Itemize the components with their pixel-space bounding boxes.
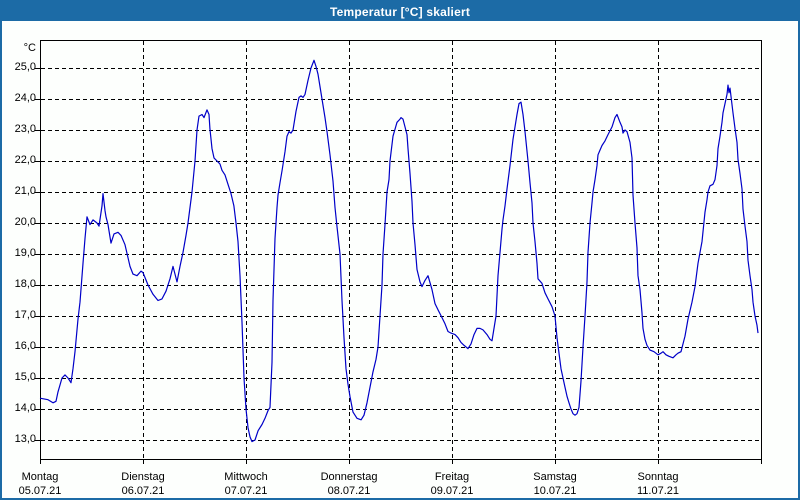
y-tick-label: 22,0 bbox=[14, 154, 36, 166]
y-tick-label: 24,0 bbox=[14, 92, 36, 104]
day-name-label: Mittwoch bbox=[224, 471, 268, 483]
day-date-label: 07.07.21 bbox=[224, 485, 268, 497]
day-date-label: 05.07.21 bbox=[18, 485, 62, 497]
day-name-label: Freitag bbox=[434, 471, 470, 483]
day-name-label: Dienstag bbox=[121, 471, 165, 483]
y-tick-label: 15,0 bbox=[14, 371, 36, 383]
y-tick-label: 14,0 bbox=[14, 402, 36, 414]
y-tick-label: 20,0 bbox=[14, 216, 36, 228]
y-tick-label: 23,0 bbox=[14, 123, 36, 135]
y-tick-label: 18,0 bbox=[14, 278, 36, 290]
plot-frame bbox=[40, 40, 762, 460]
y-axis-unit-label: °C bbox=[23, 42, 36, 54]
day-name-label: Sonntag bbox=[637, 471, 679, 483]
day-date-label: 10.07.21 bbox=[533, 485, 577, 497]
y-tick-label: 13,0 bbox=[14, 433, 36, 445]
day-name-label: Donnerstag bbox=[320, 471, 378, 483]
day-date-label: 06.07.21 bbox=[121, 485, 165, 497]
y-tick-label: 19,0 bbox=[14, 247, 36, 259]
day-date-label: 09.07.21 bbox=[430, 485, 474, 497]
temperature-line bbox=[39, 59, 759, 443]
title-bar[interactable]: Temperatur [°C] skaliert bbox=[2, 2, 798, 21]
day-date-label: 08.07.21 bbox=[327, 485, 371, 497]
day-name-label: Samstag bbox=[533, 471, 577, 483]
day-date-label: 11.07.21 bbox=[636, 485, 679, 497]
y-tick-label: 16,0 bbox=[14, 340, 36, 352]
y-tick-label: 21,0 bbox=[14, 185, 36, 197]
window-title: Temperatur [°C] skaliert bbox=[329, 4, 471, 19]
day-name-label: Montag bbox=[21, 471, 59, 483]
y-tick-label: 17,0 bbox=[14, 309, 36, 321]
y-tick-label: 25,0 bbox=[14, 61, 36, 73]
